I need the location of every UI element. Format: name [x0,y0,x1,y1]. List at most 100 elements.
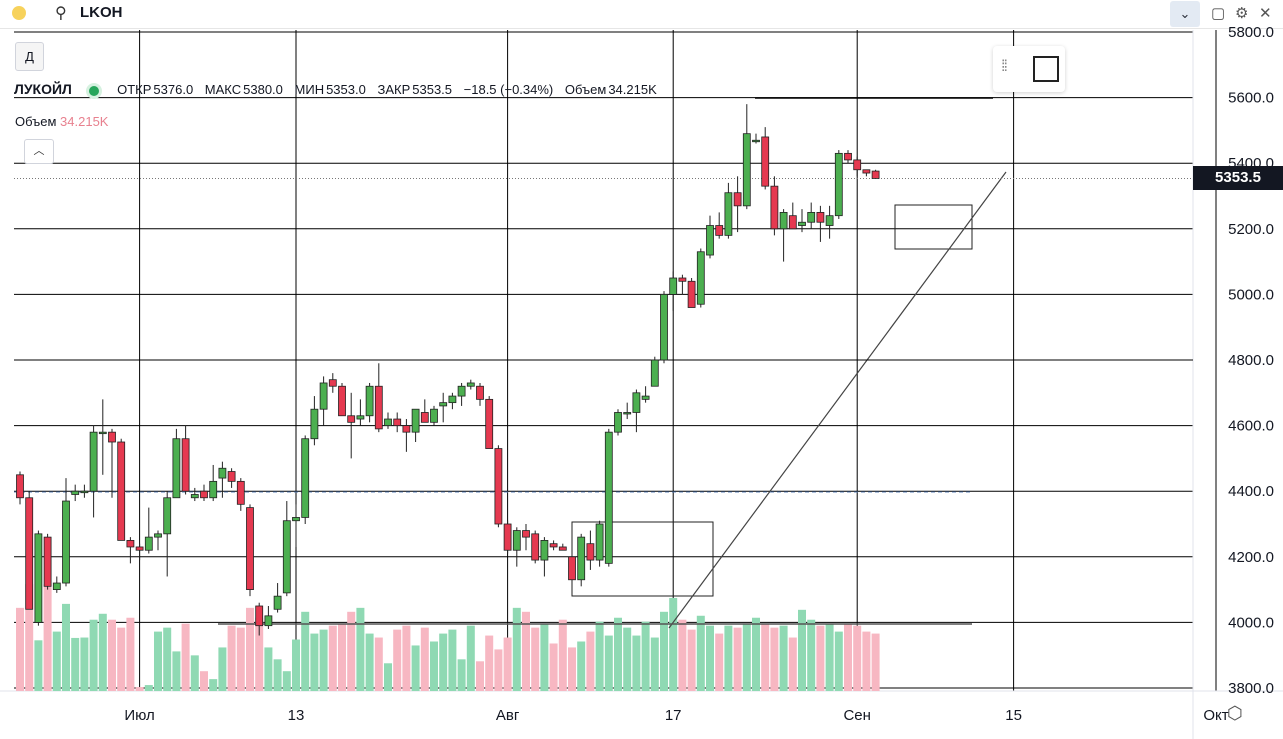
candle-body [531,533,540,561]
volume-bar [798,609,806,691]
x-tick-label: 15 [1005,707,1022,724]
volume-bar [273,659,282,691]
candle-body [292,517,300,522]
candle-body [660,293,668,361]
candle-body [365,385,374,417]
volume-bar [770,627,779,691]
candle-body [733,192,742,207]
candle-body [172,438,181,499]
candle-body [126,540,135,548]
candle-body [319,382,328,410]
candle-body [494,448,503,525]
chart-grid [0,30,1283,739]
status-dot-icon [12,6,26,20]
ticker-search-input[interactable]: LKOH [80,4,123,21]
x-tick-label: 17 [665,707,682,724]
candle-body [246,507,254,591]
candle-body [374,385,383,430]
low-label: МИН [294,82,325,97]
y-tick-label: 5000.0 [1228,286,1274,303]
volume-bar [356,607,365,691]
ohlc-legend: ЛУКОЙЛ ОТКР 5376.0 МАКС 5380.0 МИН 5353.0 З… [14,81,665,97]
volume-bar [181,623,190,691]
chevron-down-icon[interactable]: ⌄ [1170,1,1200,27]
candle-body [696,251,705,305]
candle-body [52,582,61,590]
volume-bar [706,625,714,691]
volume-legend-value: 34.215K [60,114,109,129]
candle-body [62,500,70,584]
candle-body [181,438,190,492]
volume-bar [80,637,89,691]
candle-body [200,490,208,499]
volume-bar [154,631,162,691]
volume-bar [384,663,392,691]
volume-bar [163,627,172,691]
volume-bar [715,633,724,691]
volume-bar [678,619,687,691]
volume-bar [752,617,760,691]
volume-bar [623,627,632,691]
drag-handle-icon[interactable]: ⁞⁞ [1001,58,1008,75]
volume-bar [614,617,622,691]
volume-bar [632,635,641,691]
x-tick-label: 13 [288,707,305,724]
volume-bar [328,625,337,691]
candle-body [439,402,448,407]
volume-legend-label: Объем [15,114,57,129]
y-tick-label: 3800.0 [1228,680,1274,697]
trend-line [668,171,1007,629]
candle-body [25,497,34,610]
volume-bar [650,637,659,691]
volume-value: 34.215K [608,82,657,97]
interval-button[interactable]: Д [15,42,44,71]
candle-body [144,536,153,551]
y-tick-label: 4200.0 [1228,549,1274,566]
candle-body [871,170,880,179]
gear-icon[interactable]: ⚙ [1235,5,1249,22]
volume-bar [494,649,503,691]
volume-bar [448,629,457,691]
volume-bar [282,671,291,691]
candle-body [816,211,825,223]
volume-bar [374,637,383,691]
candle-body [641,395,650,400]
volume-bar [338,623,346,691]
maximize-icon[interactable]: ▢ [1211,5,1226,22]
candle-body [485,398,494,449]
volume-bar [788,637,797,691]
volume-bar [871,633,880,691]
candle-body [108,431,116,443]
rectangle-select-icon[interactable] [1033,56,1059,82]
user-drawings [14,97,1193,629]
candle-body [420,412,429,423]
collapse-legend-button[interactable]: ︿ [24,139,54,164]
axis-settings-icon[interactable]: ⬡ [1227,703,1243,723]
volume-bar [834,631,843,691]
candle-body [347,415,356,423]
volume-bar [641,621,650,691]
candle-body [264,615,273,627]
close-label: ЗАКР [377,82,411,97]
candle-body [632,392,641,413]
close-icon[interactable]: ✕ [1259,5,1272,22]
volume-bar [347,611,356,691]
candle-body [466,382,475,387]
instrument-name: ЛУКОЙЛ [14,81,72,97]
volume-bar [807,619,816,691]
candle-body [512,530,521,551]
candle-body [577,536,586,581]
volume-bar [402,625,411,691]
volume-bar [135,687,144,691]
candle-body [71,490,80,495]
volume-bar [264,647,273,691]
volume-bar [98,613,107,691]
search-icon[interactable]: ⚲ [55,5,67,22]
high-value: 5380.0 [243,82,283,97]
volume-bar [816,625,825,691]
volume-bar [457,659,466,691]
x-tick-label: Окт [1203,707,1228,724]
volume-bar [733,627,742,691]
open-label: ОТКР [117,82,152,97]
